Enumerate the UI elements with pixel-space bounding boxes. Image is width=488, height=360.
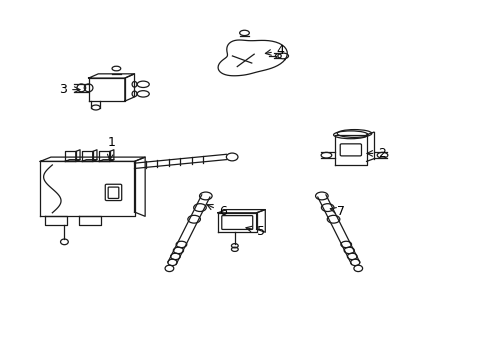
Text: 4: 4 — [265, 44, 284, 57]
Text: 7: 7 — [329, 206, 345, 219]
Text: 6: 6 — [206, 204, 226, 219]
Text: 3: 3 — [59, 83, 80, 96]
Text: 2: 2 — [366, 147, 386, 160]
Text: 5: 5 — [245, 225, 265, 238]
Text: 1: 1 — [107, 136, 115, 160]
